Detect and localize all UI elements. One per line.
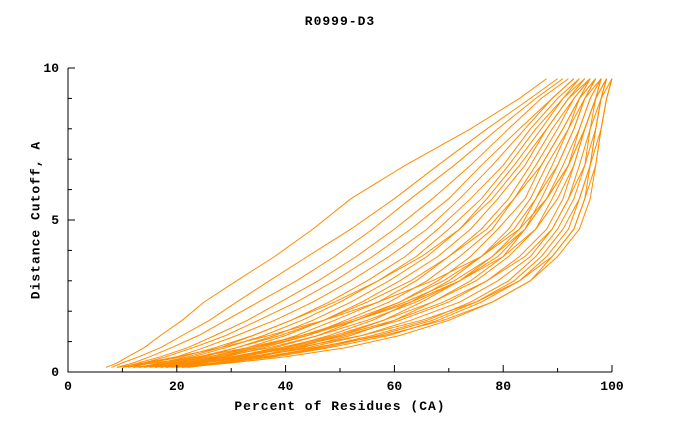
model-curve	[149, 78, 586, 368]
x-tick-label: 20	[169, 379, 185, 394]
model-curve	[127, 78, 575, 368]
model-curve	[149, 78, 602, 368]
model-curve	[154, 78, 602, 368]
x-tick-label: 60	[387, 379, 403, 394]
model-curve	[144, 78, 602, 368]
model-curve	[160, 78, 591, 368]
chart-title: R0999-D3	[304, 14, 376, 29]
model-curve	[122, 78, 608, 368]
model-curve	[187, 78, 597, 368]
model-curve	[154, 78, 608, 368]
model-curve	[138, 78, 580, 368]
model-curve	[138, 78, 597, 368]
y-tick-label: 5	[51, 213, 59, 228]
model-curve	[133, 78, 575, 368]
model-curve	[127, 78, 591, 368]
model-curve	[122, 78, 569, 368]
x-tick-label: 100	[600, 379, 624, 394]
model-curve	[182, 78, 597, 368]
model-curve	[105, 78, 547, 368]
model-curve	[165, 78, 613, 368]
model-curve	[138, 78, 613, 368]
model-curve	[171, 78, 608, 368]
model-curve	[111, 78, 558, 368]
x-tick-label: 0	[64, 379, 72, 394]
model-curve	[116, 78, 564, 368]
model-curve	[187, 78, 608, 368]
x-tick-label: 40	[278, 379, 294, 394]
y-tick-label: 0	[51, 365, 59, 380]
y-tick-label: 10	[43, 61, 59, 76]
x-axis-label: Percent of Residues (CA)	[234, 399, 446, 414]
x-tick-label: 80	[495, 379, 511, 394]
